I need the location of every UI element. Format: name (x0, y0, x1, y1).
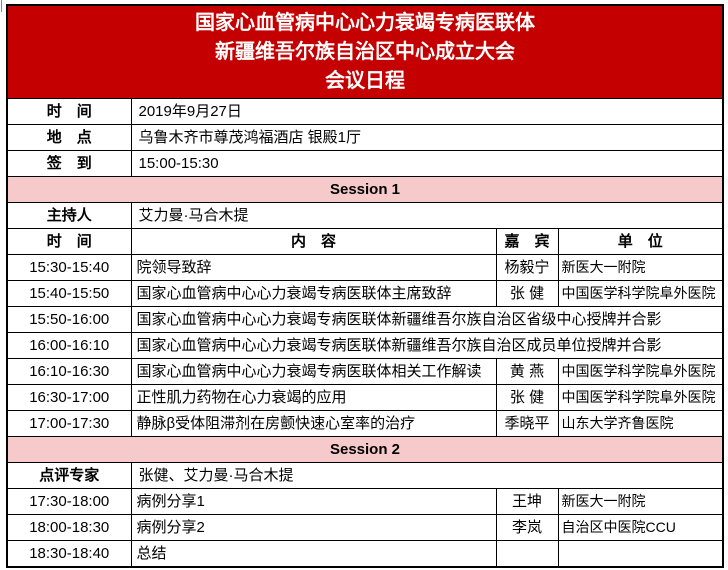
column-header-guest: 嘉 宾 (495, 228, 559, 255)
content-cell: 病例分享2 (130, 514, 497, 541)
agenda-row: 16:30-17:00 正性肌力药物在心力衰竭的应用 张 健 中国医学科学院阜外… (6, 384, 724, 411)
unit-cell: 自治区中医院CCU (557, 514, 724, 541)
session2-bar-row: Session 2 (6, 436, 724, 463)
session1-bar: Session 1 (6, 176, 724, 203)
time-cell: 16:00-16:10 (6, 332, 132, 359)
title-line-1: 国家心血管病中心心力衰竭专病医联体 (195, 11, 535, 34)
host-label: 主持人 (6, 202, 132, 229)
content-cell: 病例分享1 (130, 488, 497, 515)
time-cell: 17:00-17:30 (6, 410, 132, 437)
agenda-row: 18:00-18:30 病例分享2 李岚 自治区中医院CCU (6, 514, 724, 541)
time-cell: 17:30-18:00 (6, 488, 132, 515)
unit-cell: 新医大一附院 (557, 254, 724, 281)
guest-cell: 黄 燕 (495, 358, 559, 385)
commentator-label: 点评专家 (6, 462, 132, 489)
column-header-content: 内 容 (130, 228, 497, 255)
content-cell-merged: 国家心血管病中心心力衰竭专病医联体新疆维吾尔族自治区省级中心授牌并合影 (130, 306, 724, 333)
time-cell: 15:40-15:50 (6, 280, 132, 307)
session1-host-row: 主持人 艾力曼·马合木提 (6, 202, 724, 229)
guest-cell: 张 健 (495, 280, 559, 307)
guest-cell: 张 健 (495, 384, 559, 411)
agenda-sheet: 国家心血管病中心心力衰竭专病医联体 新疆维吾尔族自治区中心成立大会 会议日程 时… (6, 4, 724, 568)
time-cell: 18:30-18:40 (6, 540, 132, 568)
time-cell: 15:50-16:00 (6, 306, 132, 333)
time-cell: 16:30-17:00 (6, 384, 132, 411)
title-line-3: 会议日程 (325, 69, 405, 92)
title-line-2: 新疆维吾尔族自治区中心成立大会 (215, 40, 515, 63)
agenda-row: 17:00-17:30 静脉β受体阻滞剂在房颤快速心室率的治疗 季晓平 山东大学… (6, 410, 724, 437)
agenda-row: 16:10-16:30 国家心血管病中心心力衰竭专病医联体相关工作解读 黄 燕 … (6, 358, 724, 385)
content-cell: 总结 (130, 540, 497, 568)
host-value: 艾力曼·马合木提 (130, 202, 724, 229)
agenda-row-merged: 16:00-16:10 国家心血管病中心心力衰竭专病医联体新疆维吾尔族自治区成员… (6, 332, 724, 359)
unit-cell: 山东大学齐鲁医院 (557, 410, 724, 437)
content-cell: 国家心血管病中心心力衰竭专病医联体主席致辞 (130, 280, 497, 307)
agenda-row-merged: 15:50-16:00 国家心血管病中心心力衰竭专病医联体新疆维吾尔族自治区省级… (6, 306, 724, 333)
session1-bar-row: Session 1 (6, 176, 724, 203)
signin-label: 签 到 (6, 150, 132, 177)
column-header-time: 时 间 (6, 228, 132, 255)
guest-cell (495, 540, 559, 568)
session2-bar: Session 2 (6, 436, 724, 463)
unit-cell: 中国医学科学院阜外医院 (557, 280, 724, 307)
info-row-date: 时 间 2019年9月27日 (6, 98, 724, 125)
info-row-location: 地 点 乌鲁木齐市尊茂鸿福酒店 银殿1厅 (6, 124, 724, 151)
agenda-row: 15:30-15:40 院领导致辞 杨毅宁 新医大一附院 (6, 254, 724, 281)
location-value: 乌鲁木齐市尊茂鸿福酒店 银殿1厅 (130, 124, 724, 151)
agenda-row: 17:30-18:00 病例分享1 王坤 新医大一附院 (6, 488, 724, 515)
unit-cell: 新医大一附院 (557, 488, 724, 515)
unit-cell (557, 540, 724, 568)
content-cell: 正性肌力药物在心力衰竭的应用 (130, 384, 497, 411)
conference-title: 国家心血管病中心心力衰竭专病医联体 新疆维吾尔族自治区中心成立大会 会议日程 (6, 4, 724, 99)
sheet-edge-gridline (1, 0, 2, 12)
unit-cell: 中国医学科学院阜外医院 (557, 358, 724, 385)
agenda-row: 18:30-18:40 总结 (6, 540, 724, 568)
guest-cell: 季晓平 (495, 410, 559, 437)
time-cell: 15:30-15:40 (6, 254, 132, 281)
content-cell: 静脉β受体阻滞剂在房颤快速心室率的治疗 (130, 410, 497, 437)
column-header-row: 时 间 内 容 嘉 宾 单 位 (6, 228, 724, 255)
agenda-table: 国家心血管病中心心力衰竭专病医联体 新疆维吾尔族自治区中心成立大会 会议日程 时… (6, 4, 724, 568)
guest-cell: 杨毅宁 (495, 254, 559, 281)
column-header-unit: 单 位 (557, 228, 724, 255)
date-value: 2019年9月27日 (130, 98, 724, 125)
guest-cell: 李岚 (495, 514, 559, 541)
content-cell: 院领导致辞 (130, 254, 497, 281)
title-row: 国家心血管病中心心力衰竭专病医联体 新疆维吾尔族自治区中心成立大会 会议日程 (6, 4, 724, 99)
time-cell: 18:00-18:30 (6, 514, 132, 541)
info-row-signin: 签 到 15:00-15:30 (6, 150, 724, 177)
agenda-row: 15:40-15:50 国家心血管病中心心力衰竭专病医联体主席致辞 张 健 中国… (6, 280, 724, 307)
content-cell: 国家心血管病中心心力衰竭专病医联体相关工作解读 (130, 358, 497, 385)
commentator-value: 张健、艾力曼·马合木提 (130, 462, 724, 489)
time-cell: 16:10-16:30 (6, 358, 132, 385)
date-label: 时 间 (6, 98, 132, 125)
unit-cell: 中国医学科学院阜外医院 (557, 384, 724, 411)
location-label: 地 点 (6, 124, 132, 151)
signin-value: 15:00-15:30 (130, 150, 724, 177)
guest-cell: 王坤 (495, 488, 559, 515)
content-cell-merged: 国家心血管病中心心力衰竭专病医联体新疆维吾尔族自治区成员单位授牌并合影 (130, 332, 724, 359)
session2-host-row: 点评专家 张健、艾力曼·马合木提 (6, 462, 724, 489)
